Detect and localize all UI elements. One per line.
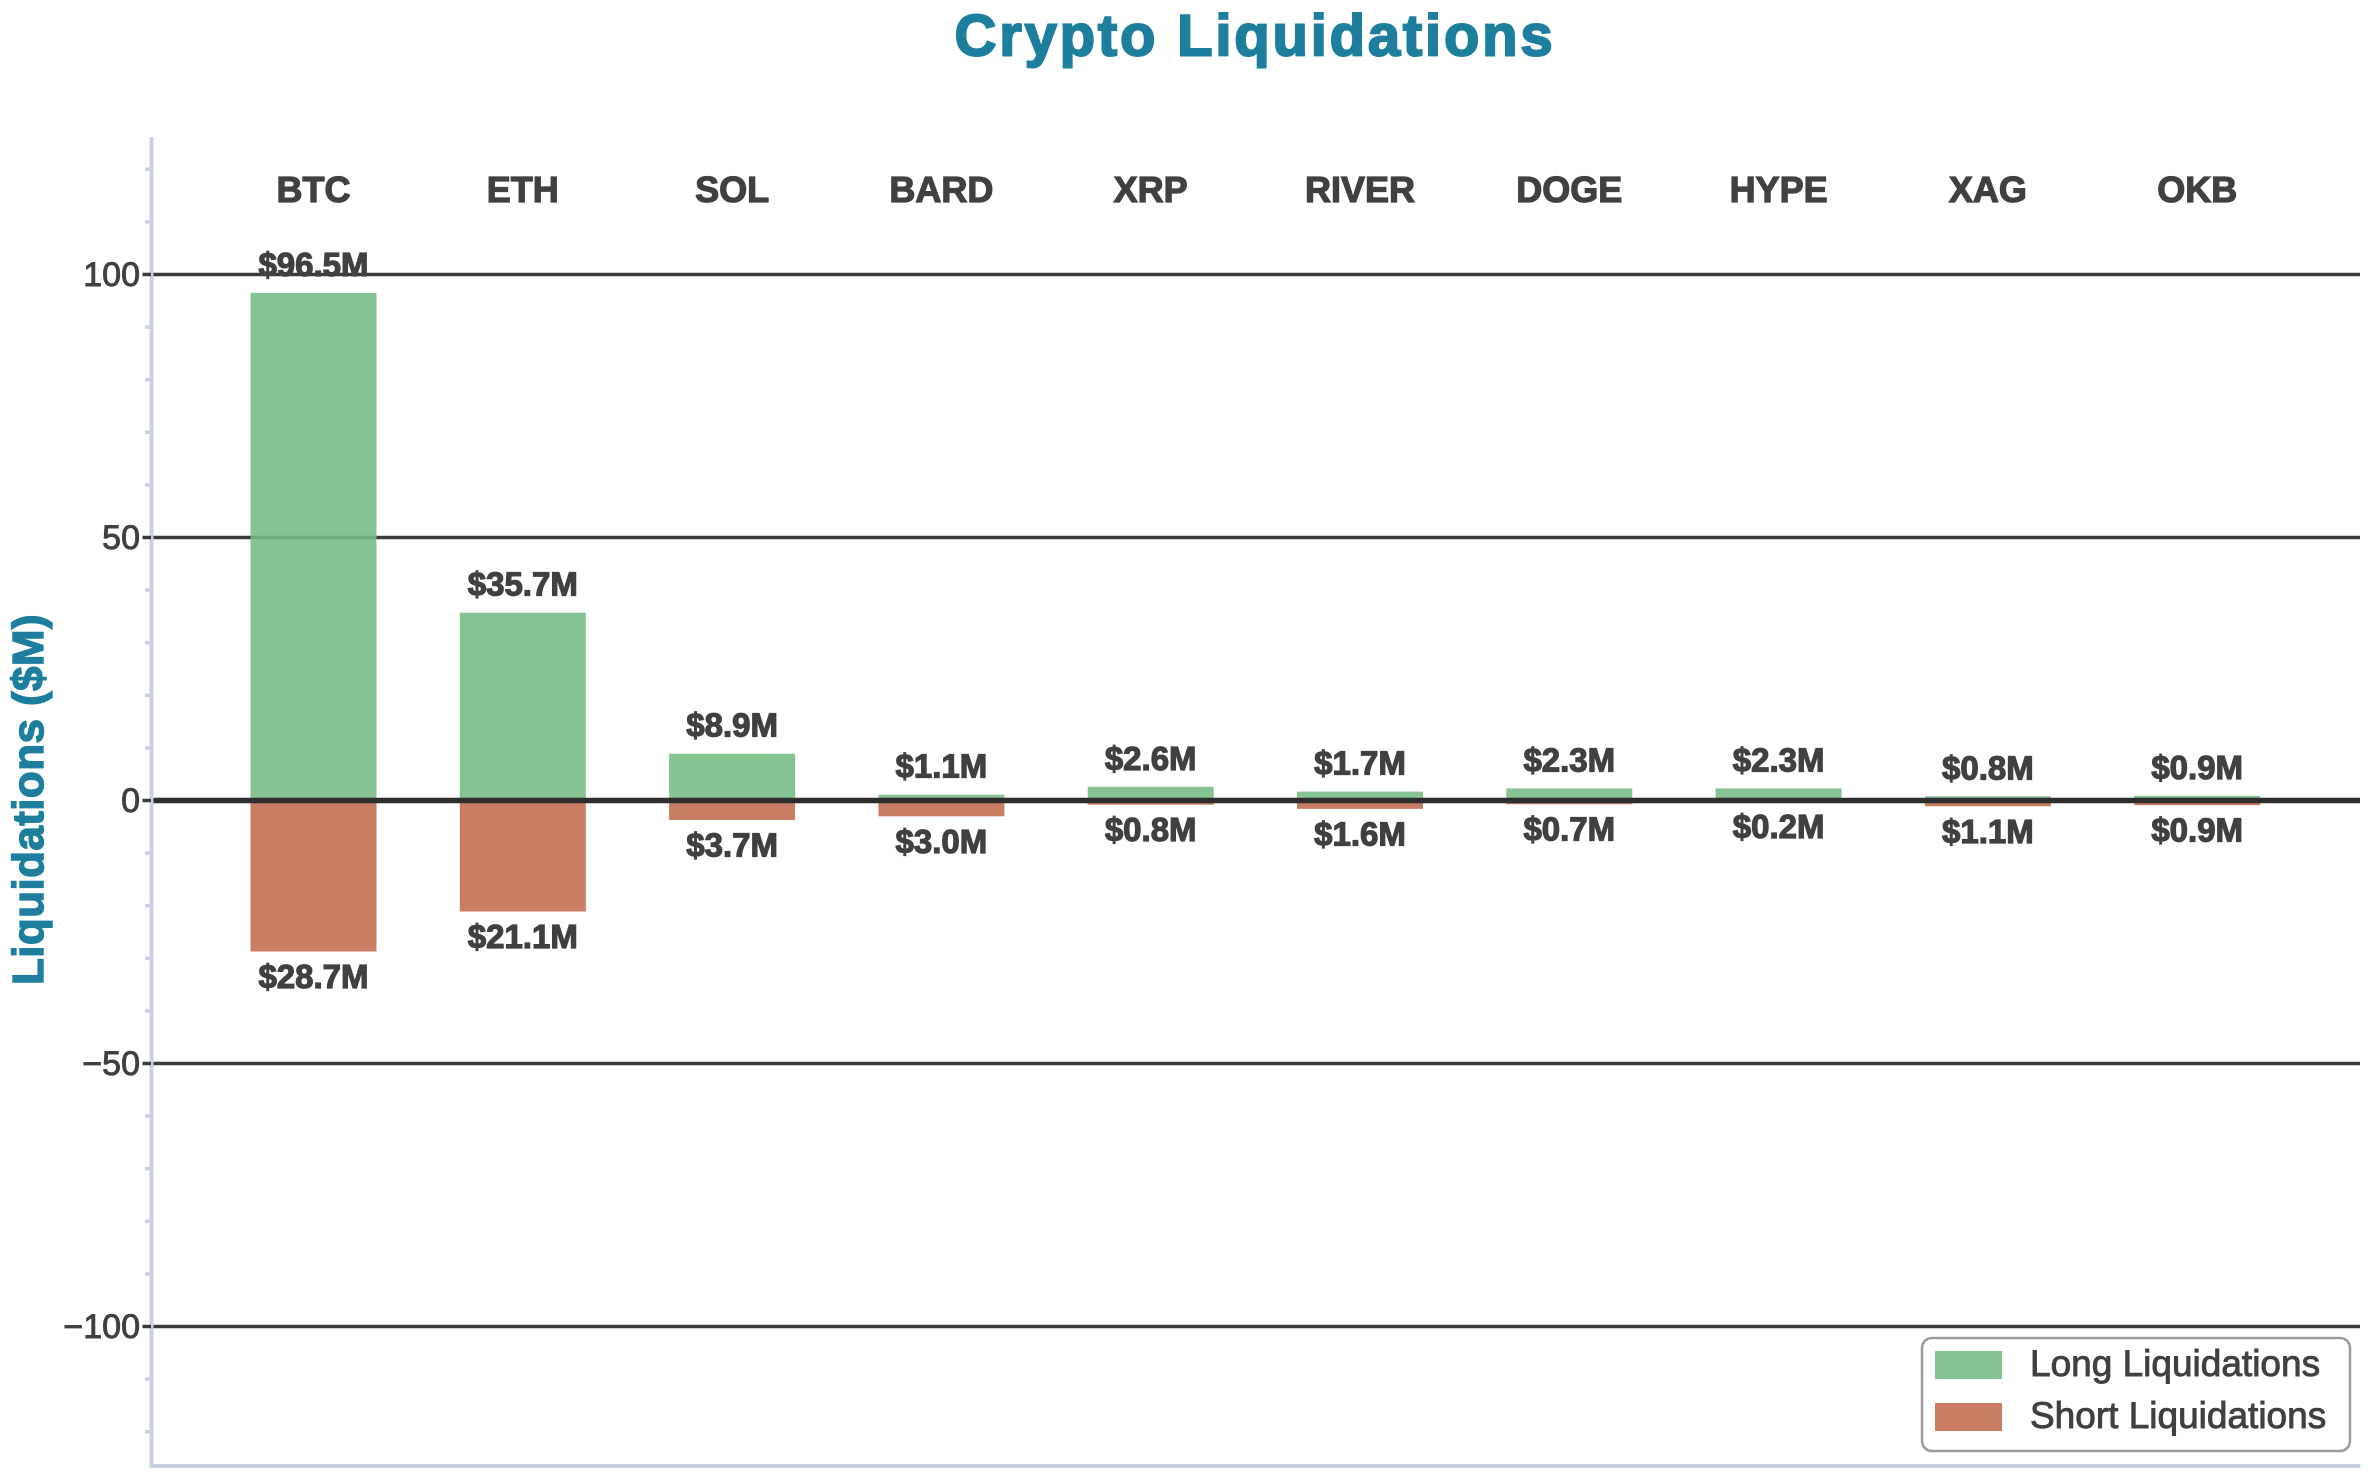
svg-text:BTC: BTC xyxy=(277,169,351,210)
svg-text:−50: −50 xyxy=(82,1045,140,1083)
svg-text:$8.9M: $8.9M xyxy=(686,707,778,744)
svg-text:$28.7M: $28.7M xyxy=(258,958,368,995)
svg-text:OKB: OKB xyxy=(2157,169,2237,210)
svg-text:$3.7M: $3.7M xyxy=(686,827,778,864)
svg-text:$0.7M: $0.7M xyxy=(1523,811,1615,848)
svg-text:$35.7M: $35.7M xyxy=(468,566,578,603)
svg-text:$21.1M: $21.1M xyxy=(468,918,578,955)
svg-text:DOGE: DOGE xyxy=(1516,169,1622,210)
svg-text:Long Liquidations: Long Liquidations xyxy=(2030,1343,2320,1384)
svg-text:Liquidations ($M): Liquidations ($M) xyxy=(4,614,53,985)
svg-text:$0.8M: $0.8M xyxy=(1942,749,2034,786)
svg-text:BARD: BARD xyxy=(889,169,993,210)
svg-text:50: 50 xyxy=(102,519,140,557)
svg-text:RIVER: RIVER xyxy=(1305,169,1415,210)
svg-text:$3.0M: $3.0M xyxy=(896,823,988,860)
svg-text:HYPE: HYPE xyxy=(1730,169,1828,210)
svg-text:$2.3M: $2.3M xyxy=(1523,741,1615,778)
svg-text:$0.2M: $0.2M xyxy=(1733,808,1825,845)
svg-text:100: 100 xyxy=(83,256,140,294)
svg-text:−100: −100 xyxy=(63,1308,140,1346)
svg-text:ETH: ETH xyxy=(487,169,559,210)
svg-text:XAG: XAG xyxy=(1949,169,2027,210)
svg-text:Short Liquidations: Short Liquidations xyxy=(2030,1395,2326,1436)
svg-text:SOL: SOL xyxy=(695,169,769,210)
svg-text:XRP: XRP xyxy=(1114,169,1188,210)
svg-text:$0.8M: $0.8M xyxy=(1105,811,1197,848)
svg-text:$1.1M: $1.1M xyxy=(1942,813,2034,850)
svg-text:$1.7M: $1.7M xyxy=(1314,745,1406,782)
svg-text:$0.9M: $0.9M xyxy=(2151,812,2243,849)
svg-text:$1.1M: $1.1M xyxy=(896,748,988,785)
svg-text:$2.6M: $2.6M xyxy=(1105,740,1197,777)
svg-text:$1.6M: $1.6M xyxy=(1314,815,1406,852)
svg-text:$0.9M: $0.9M xyxy=(2151,749,2243,786)
svg-text:0: 0 xyxy=(121,782,140,820)
svg-text:$2.3M: $2.3M xyxy=(1733,741,1825,778)
svg-text:Crypto Liquidations: Crypto Liquidations xyxy=(955,4,1556,69)
svg-text:$96.5M: $96.5M xyxy=(258,246,368,283)
